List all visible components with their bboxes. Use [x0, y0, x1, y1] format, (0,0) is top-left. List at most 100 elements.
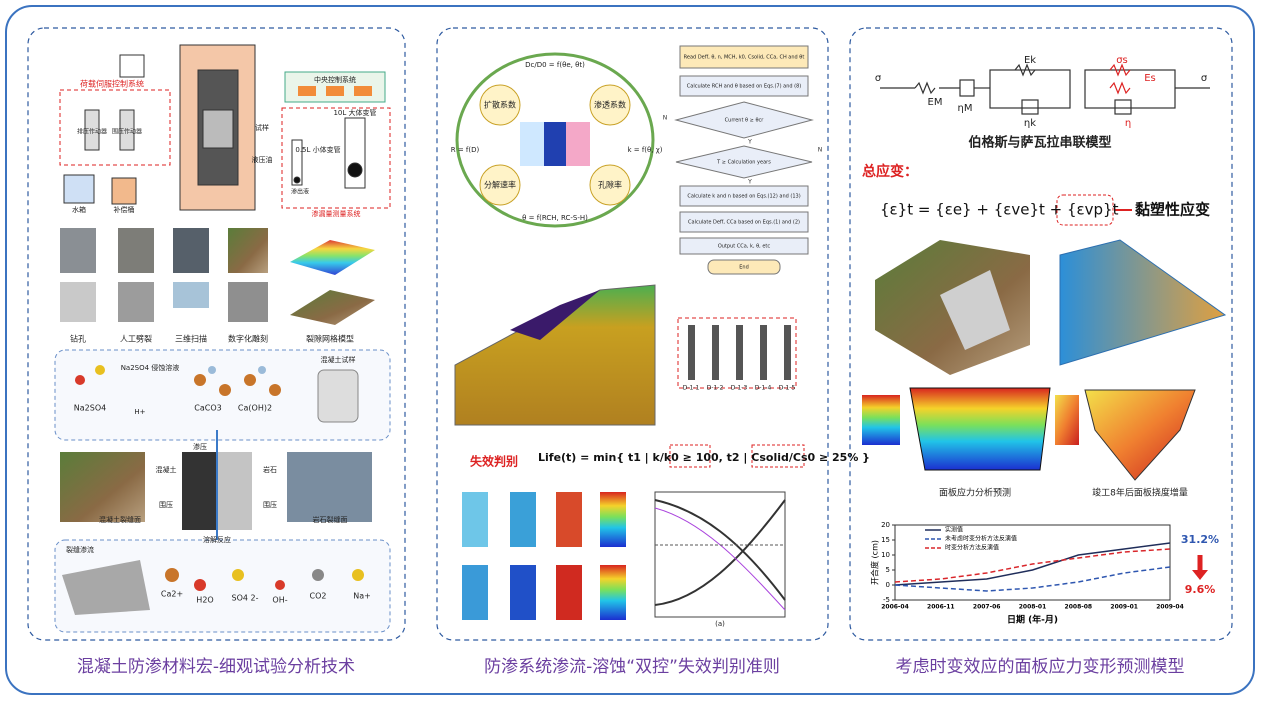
percent-label: 9.6% [1185, 583, 1216, 596]
apparatus-label: 0.5L 小体变管 [295, 145, 340, 154]
total-strain: 总应变： [862, 163, 918, 180]
flow-step: Calculate RCH and θ based on Eqs.(7) and… [687, 84, 801, 90]
panel-right [849, 27, 1233, 641]
cycle-relation: Dc/D0 = f(θe, θt) [525, 61, 585, 69]
apparatus-label: 中央控制系统 [314, 75, 356, 84]
chemistry-label: Na2SO4 [74, 404, 106, 413]
apparatus-label: 10L 大体变管 [333, 108, 376, 117]
process-label: 裂隙网格模型 [306, 334, 354, 344]
dam-models [862, 239, 1227, 481]
panel-left [27, 27, 406, 641]
x-tick-label: 2008-08 [1065, 604, 1093, 611]
vp-box [1056, 194, 1114, 226]
flow-step: Calculate k and n based on Eqs.(12) and … [687, 194, 800, 200]
section-label: D-1-5 [779, 385, 796, 392]
percent-label: 31.2% [1181, 533, 1219, 546]
plot-label: (a) [715, 620, 725, 628]
criterion-box [669, 444, 711, 468]
decrease-arrow-head [1192, 570, 1208, 580]
y-tick-label: -5 [883, 596, 890, 604]
burgers-model [880, 63, 1210, 115]
cycle-node: 分解速率 [484, 180, 516, 190]
cycle-node: 孔隙率 [598, 180, 622, 190]
model-symbol: ηM [958, 103, 973, 114]
reaction-label: 裂缝渗流 [66, 545, 94, 554]
legend-label: 未考虑时变分析方法反演值 [945, 535, 1017, 543]
model-caption: 伯格斯与萨瓦拉串联模型 [968, 135, 1111, 151]
seepage-label: 岩石裂缝面 [313, 515, 348, 524]
slope-model [454, 284, 797, 426]
flow-branch: Y [747, 179, 752, 186]
cycle-node: 渗透系数 [594, 100, 626, 110]
chemistry-label: 混凝土试样 [321, 355, 356, 364]
section-label: D-1-1 [683, 385, 700, 392]
criterion-formula: Life(t) = min{ t1 | k/k0 ≥ 100, t2 | Cso… [538, 451, 870, 464]
y-axis-label: 开合度 (cm) [870, 540, 880, 585]
model-symbol: σs [1116, 55, 1128, 66]
seepage-label: 围压 [159, 501, 173, 509]
apparatus-label: 围压作动器 [112, 128, 142, 136]
x-tick-label: 2006-11 [927, 604, 955, 611]
chemistry-label: H+ [134, 408, 145, 416]
seepage-label: 混凝土裂缝面 [99, 515, 141, 524]
flow-branch: N [663, 115, 668, 122]
seepage-label: 围压 [263, 501, 277, 509]
series-line [894, 542, 1171, 586]
apparatus-label: 补偿桶 [114, 205, 135, 214]
flow-step: T ≥ Calculation years [716, 160, 771, 166]
outer-frame [5, 5, 1255, 695]
cycle-diagram [455, 52, 655, 228]
process-label: 三维扫描 [175, 334, 207, 344]
chemistry-label: CaCO3 [194, 404, 221, 413]
cycle-relation: θ = f(RCH, RC-S-H) [522, 214, 588, 222]
reaction-label: OH- [272, 596, 287, 605]
figure-caption: 竣工8年后面板挠度增量 [1092, 487, 1188, 499]
reaction-label: H2O [196, 596, 213, 605]
legend-label: 实测值 [945, 526, 963, 534]
caption: 混凝土防渗材料宏-细观试验分析技术 [77, 657, 355, 677]
y-tick-label: 5 [886, 566, 890, 574]
apparatus [59, 44, 391, 211]
apparatus-label: 试样 [255, 123, 269, 132]
apparatus-label: 排压作动器 [77, 128, 107, 136]
cycle-node: 扩散系数 [484, 100, 516, 110]
seepage-label: 溶解反应 [203, 535, 231, 544]
apparatus-label: 渗漏量测量系统 [312, 209, 361, 218]
reaction-label: Ca2+ [161, 590, 183, 599]
contour-plots [462, 491, 786, 620]
flow-step: End [739, 265, 749, 271]
caption: 防渗系统渗流-溶蚀“双控”失效判别准则 [484, 657, 780, 677]
flowchart [674, 45, 814, 275]
seepage-label: 岩石 [263, 465, 277, 474]
apparatus-label: 荷载伺服控制系统 [80, 79, 144, 89]
strain-formula: {ε}t = {εe} + {εve}t + {εvp}t [880, 201, 1119, 219]
y-tick-label: 20 [881, 521, 890, 529]
criterion-box [751, 444, 805, 468]
reaction-molecules [62, 560, 364, 615]
seepage-images [60, 430, 372, 545]
model-symbol: Es [1144, 73, 1156, 84]
criterion-label: 失效判别 [470, 454, 518, 469]
x-tick-label: 2009-04 [1156, 604, 1184, 611]
section-label: D-1-4 [755, 385, 772, 392]
reaction-label: SO4 2- [232, 594, 259, 603]
process-label: 钻孔 [70, 334, 86, 344]
model-symbol: σ [1201, 73, 1208, 84]
molecules [75, 365, 359, 423]
y-tick-label: 0 [886, 581, 890, 589]
model-symbol: Ek [1024, 55, 1036, 66]
section-label: D-1-3 [731, 385, 748, 392]
apparatus-label: 水箱 [72, 205, 86, 214]
x-tick-label: 2007-06 [973, 604, 1001, 611]
caption: 考虑时变效应的面板应力变形预测模型 [896, 657, 1185, 677]
seepage-label: 混凝土 [156, 465, 177, 474]
figure-caption: 面板应力分析预测 [939, 487, 1011, 499]
reaction-label: CO2 [310, 592, 327, 601]
series-line [894, 548, 1171, 583]
process-photos [60, 228, 375, 325]
chemistry-label: Na2SO4 侵蚀溶液 [121, 363, 180, 372]
model-symbol: EM [928, 97, 943, 108]
cycle-relation: k = f(θ, χ) [627, 146, 662, 154]
process-label: 人工劈裂 [120, 334, 152, 344]
